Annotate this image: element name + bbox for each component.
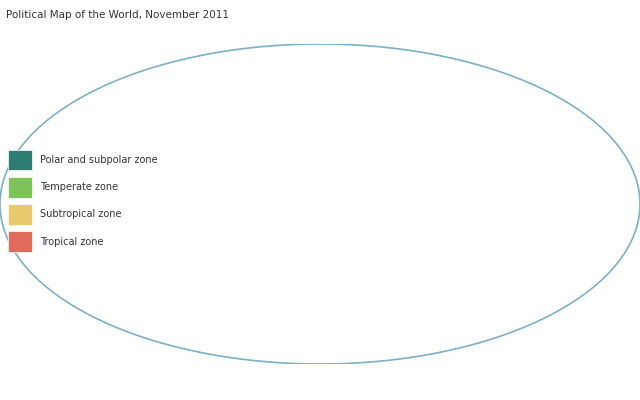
Polygon shape (288, 176, 409, 266)
Text: Subtropical zone: Subtropical zone (40, 210, 121, 219)
Polygon shape (288, 204, 384, 266)
Polygon shape (71, 88, 222, 106)
Polygon shape (373, 76, 640, 97)
Polygon shape (0, 44, 640, 364)
Text: Tropical zone: Tropical zone (40, 237, 103, 246)
Polygon shape (98, 94, 222, 124)
Text: Temperate zone: Temperate zone (40, 182, 118, 192)
Polygon shape (169, 163, 213, 186)
Polygon shape (98, 117, 201, 142)
Polygon shape (400, 119, 530, 168)
Polygon shape (551, 126, 572, 145)
Polygon shape (107, 126, 185, 158)
Polygon shape (306, 128, 373, 140)
Polygon shape (0, 314, 640, 364)
Polygon shape (217, 56, 288, 88)
Polygon shape (521, 225, 594, 272)
Polygon shape (0, 44, 640, 115)
Polygon shape (156, 176, 187, 190)
Polygon shape (613, 264, 626, 286)
Text: Polar and subpolar zone: Polar and subpolar zone (40, 155, 157, 165)
Polygon shape (178, 183, 258, 264)
Polygon shape (373, 97, 572, 160)
Polygon shape (364, 136, 436, 186)
Polygon shape (329, 76, 382, 90)
Polygon shape (288, 138, 405, 195)
Text: Political Map of the World, November 2011: Political Map of the World, November 201… (6, 10, 229, 20)
Polygon shape (187, 272, 219, 302)
Polygon shape (523, 225, 572, 243)
Polygon shape (405, 124, 569, 200)
Polygon shape (18, 88, 89, 106)
Polygon shape (299, 106, 382, 140)
Polygon shape (110, 151, 167, 177)
Polygon shape (199, 209, 258, 266)
Polygon shape (398, 225, 409, 248)
PathPatch shape (0, 35, 640, 373)
Polygon shape (320, 80, 382, 104)
Polygon shape (558, 257, 590, 272)
